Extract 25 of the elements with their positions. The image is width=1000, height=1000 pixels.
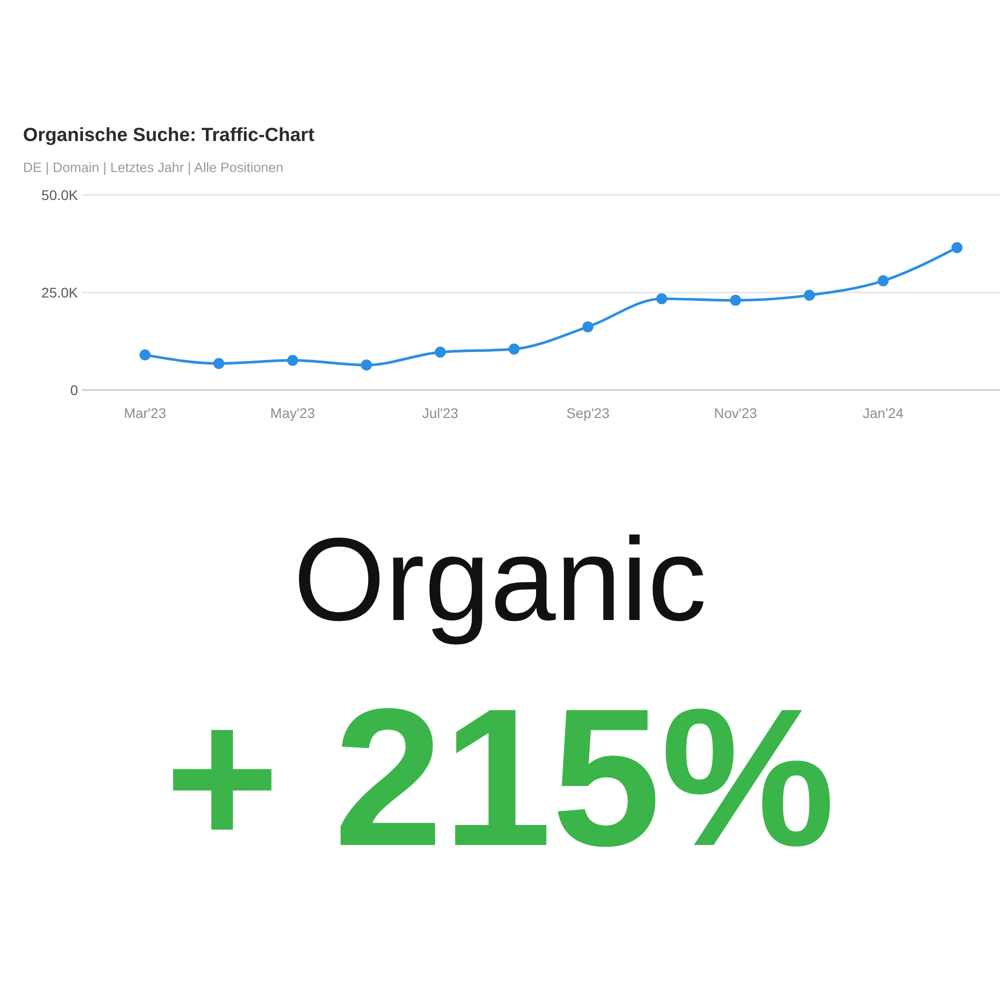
x-tick-label: Nov'23 <box>714 405 758 421</box>
y-tick-label: 0 <box>70 382 78 398</box>
chart-subtitle: DE | Domain | Letztes Jahr | Alle Positionen <box>23 160 284 175</box>
x-tick-label: May'23 <box>270 405 316 421</box>
text: Organic <box>293 514 707 646</box>
x-tick-label: Jan'24 <box>862 405 904 421</box>
point <box>804 290 815 301</box>
point <box>582 321 594 332</box>
point <box>360 360 372 371</box>
point <box>508 344 520 355</box>
point <box>878 275 889 286</box>
point <box>140 349 150 360</box>
x-tick-label: Sep'23 <box>566 405 610 421</box>
x-tick-label: Mar'23 <box>124 405 166 421</box>
point <box>656 293 668 304</box>
y-tick-label: 50.0K <box>41 187 79 203</box>
point <box>434 346 446 358</box>
point <box>952 242 962 254</box>
chart-title: Organische Suche: Traffic-Chart <box>23 125 316 146</box>
point <box>287 354 298 366</box>
point <box>213 358 224 369</box>
x-tick-label: Jul'23 <box>422 405 459 421</box>
y-tick-label: 25.0K <box>41 284 79 300</box>
point <box>730 294 742 306</box>
text: + 215% <box>164 668 836 887</box>
